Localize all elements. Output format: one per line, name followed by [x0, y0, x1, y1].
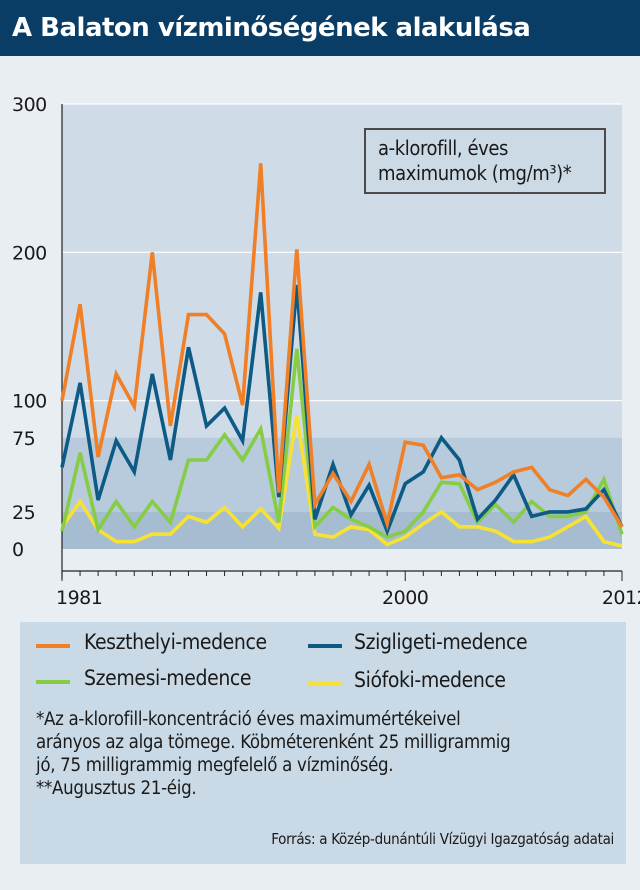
legend-swatch-szemes: [36, 680, 70, 684]
legend-swatch-keszthely: [36, 644, 70, 648]
annotation-line-1: a-klorofill, éves: [378, 136, 509, 160]
legend-label-szemes: Szemesi-medence: [84, 666, 252, 690]
annotation-line-2: maximumok (mg/m³)*: [378, 161, 572, 185]
y-tick-label-200: 200: [12, 242, 47, 264]
footnote-line-3: jó, 75 milligrammig megfelelő a vízminős…: [36, 755, 394, 776]
x-tick-label-2012: 2012**: [602, 587, 640, 609]
y-tick-label-25: 25: [12, 502, 35, 524]
series-line-siofok: [60, 415, 623, 548]
legend-swatch-siofok: [308, 682, 342, 686]
footnote-line-2: arányos az alga tömege. Köbméterenként 2…: [36, 732, 511, 753]
x-tick-label-2000: 2000: [382, 587, 428, 609]
source-text: Forrás: a Közép-dunántúli Vízügyi Igazga…: [271, 830, 614, 848]
quality-band-0: [62, 437, 622, 512]
chart-title: A Balaton vízminőségének alakulása: [0, 0, 640, 56]
legend-label-siofok: Siófoki-medence: [354, 668, 506, 692]
y-tick-label-75: 75: [12, 428, 35, 450]
x-tick-label-1981: 1981: [56, 587, 102, 609]
footnote-line-1: *Az a-klorofill-koncentráció éves maximu…: [36, 709, 461, 730]
legend-swatch-szigliget: [308, 644, 342, 648]
unit-annotation: a-klorofill, éves maximumok (mg/m³)*: [364, 128, 606, 194]
footnote-line-4: **Augusztus 21-éig.: [36, 778, 197, 799]
y-tick-label-300: 300: [12, 94, 47, 116]
y-tick-label-0: 0: [12, 539, 24, 561]
y-tick-label-100: 100: [12, 391, 47, 413]
legend-label-keszthely: Keszthelyi-medence: [84, 630, 267, 654]
legend-panel: [20, 622, 626, 864]
legend-label-szigliget: Szigligeti-medence: [354, 630, 528, 654]
series-line-keszthely: [60, 163, 624, 531]
